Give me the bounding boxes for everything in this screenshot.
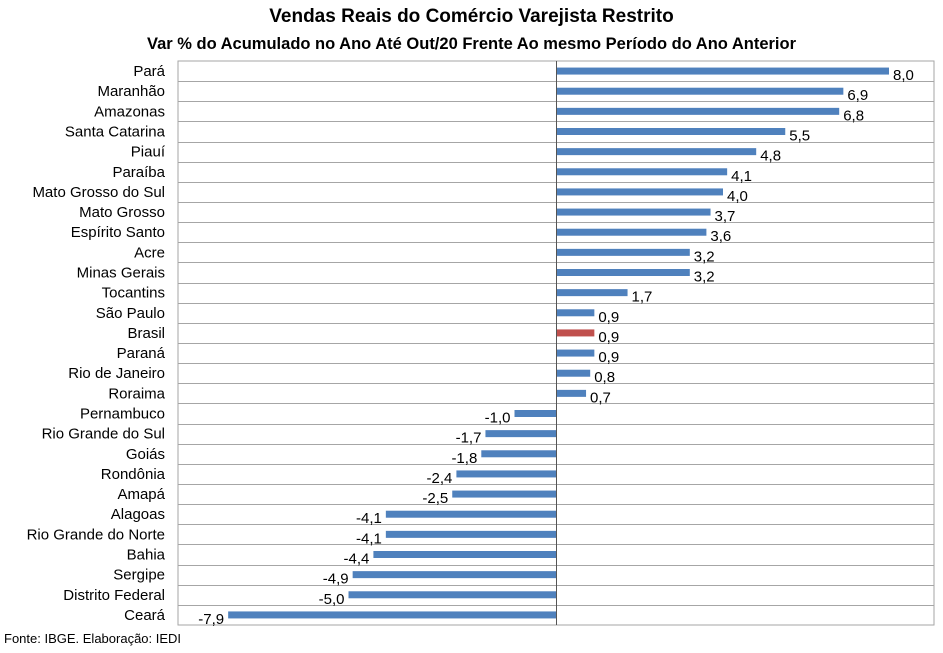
category-label: Minas Gerais — [77, 265, 165, 282]
category-label: Rio Grande do Sul — [42, 426, 165, 443]
category-label: Brasil — [127, 325, 165, 342]
category-label: Amapá — [117, 486, 165, 503]
data-label: -2,4 — [427, 470, 453, 487]
bar — [485, 430, 556, 438]
category-label: Tocantins — [102, 285, 165, 302]
category-label: Mato Grosso — [79, 204, 165, 221]
data-label: -5,0 — [319, 591, 345, 608]
bar — [514, 410, 556, 417]
data-label: 0,8 — [594, 369, 615, 386]
bar — [373, 551, 556, 558]
category-label: Ceará — [124, 607, 166, 624]
data-label: -1,8 — [451, 450, 477, 467]
data-label: 3,6 — [710, 228, 731, 245]
category-label: Paraná — [117, 345, 166, 362]
data-label: 8,0 — [893, 67, 914, 84]
category-label: Roraima — [108, 385, 165, 402]
category-label: Piauí — [131, 144, 166, 161]
category-label: Alagoas — [111, 506, 165, 523]
bar — [557, 248, 690, 256]
bar — [557, 128, 786, 135]
data-label: 0,9 — [598, 329, 619, 346]
data-label: -4,4 — [344, 551, 370, 568]
bar — [228, 611, 556, 619]
bar — [481, 450, 556, 458]
category-label: Pernambuco — [80, 406, 165, 423]
category-label: Santa Catarina — [65, 124, 166, 141]
bar — [557, 309, 595, 317]
bar — [452, 490, 556, 498]
category-label: Sergipe — [113, 567, 165, 584]
category-label: Goiás — [126, 446, 165, 463]
category-label: Bahia — [127, 547, 166, 564]
bar — [557, 148, 757, 156]
bar — [557, 269, 690, 276]
data-label: 4,0 — [727, 188, 748, 205]
data-label: -7,9 — [198, 611, 224, 628]
bar — [557, 369, 591, 377]
data-label: 5,5 — [789, 128, 810, 145]
category-label: Pará — [133, 63, 165, 80]
category-label: São Paulo — [96, 305, 165, 322]
data-label: 0,9 — [598, 309, 619, 326]
data-label: -4,9 — [323, 571, 349, 588]
data-label: -1,7 — [456, 430, 482, 447]
bar — [557, 228, 707, 236]
category-label: Rio de Janeiro — [68, 365, 165, 382]
bar — [557, 168, 728, 176]
bar — [352, 571, 556, 579]
bar — [348, 591, 556, 599]
bar — [557, 329, 595, 337]
data-label: 4,1 — [731, 168, 752, 185]
chart-title: Vendas Reais do Comércio Varejista Restr… — [269, 6, 674, 27]
category-label: Acre — [134, 244, 165, 261]
category-label: Mato Grosso do Sul — [32, 184, 165, 201]
data-label: -2,5 — [422, 490, 448, 507]
bar — [557, 87, 844, 95]
data-label: -4,1 — [356, 510, 382, 527]
bar — [557, 188, 723, 196]
chart-subtitle: Var % do Acumulado no Ano Até Out/20 Fre… — [146, 35, 797, 53]
data-label: 4,8 — [760, 148, 781, 165]
bar — [557, 389, 587, 397]
data-label: -1,0 — [485, 410, 511, 427]
category-label: Distrito Federal — [63, 587, 165, 604]
bar — [456, 470, 556, 478]
category-label: Rio Grande do Norte — [27, 526, 165, 543]
data-label: 1,7 — [632, 289, 653, 306]
source-note: Fonte: IBGE. Elaboração: IEDI — [4, 631, 182, 646]
data-label: 0,9 — [598, 349, 619, 366]
bar — [557, 208, 711, 216]
data-label: 3,2 — [694, 248, 715, 265]
bar — [557, 67, 889, 75]
data-label: 6,9 — [847, 87, 868, 104]
data-label: -4,1 — [356, 530, 382, 547]
bar — [557, 289, 628, 297]
data-label: 0,7 — [590, 389, 611, 406]
bar — [557, 349, 595, 357]
data-label: 3,7 — [715, 208, 736, 225]
bar — [385, 530, 556, 538]
category-label: Maranhão — [97, 83, 165, 100]
data-label: 6,8 — [843, 107, 864, 124]
category-label: Amazonas — [94, 103, 165, 120]
bar — [557, 107, 840, 115]
category-label: Rondônia — [101, 466, 166, 483]
category-label: Paraíba — [112, 164, 165, 181]
data-label: 3,2 — [694, 269, 715, 286]
category-label: Espírito Santo — [71, 224, 165, 241]
bar — [385, 510, 556, 518]
